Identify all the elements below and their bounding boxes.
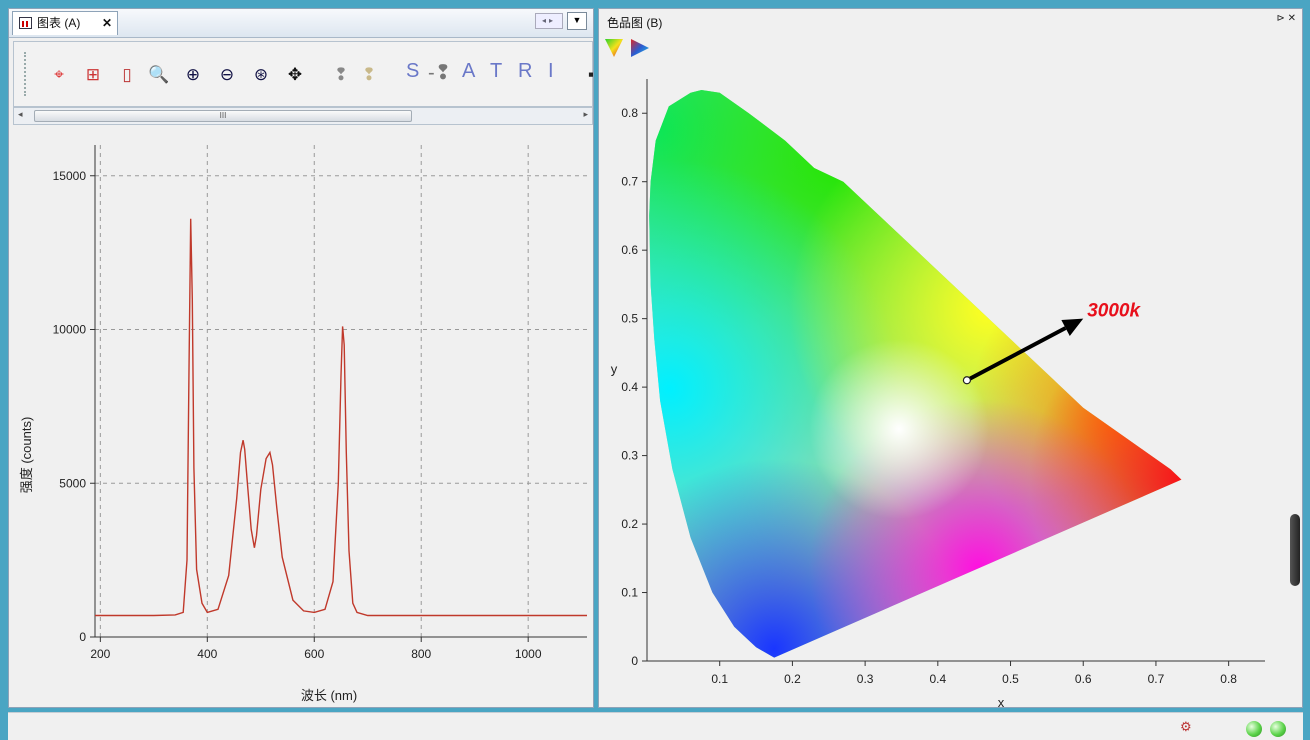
toolbar-letter-t[interactable]: T — [490, 60, 503, 82]
x-axis-label: x — [998, 695, 1005, 708]
y-axis-label: 强度 (counts) — [19, 417, 34, 494]
y-tick-label: 15000 — [53, 169, 87, 183]
scroll-thumb[interactable]: III — [34, 110, 412, 122]
chart-tab-icon — [19, 17, 32, 29]
bulb-light-icon[interactable]: ❢ — [361, 65, 377, 84]
x-tick-label: 1000 — [515, 647, 542, 661]
zoom-box-icon[interactable]: 🔍 — [148, 65, 170, 84]
vertical-scrollbar[interactable] — [1290, 514, 1300, 586]
y-tick-label: 0.5 — [621, 312, 638, 326]
zoom-reset-icon[interactable]: ⊛ — [253, 65, 269, 84]
toolbar-letter-i[interactable]: I — [548, 60, 554, 82]
chromaticity-gamut-fill — [649, 90, 1182, 658]
cie-chromaticity-chart: 0.1 0.2 0.3 0.4 0.5 0.6 0.7 0.8 0 0.1 0.2 0.3 0.4 0.5… — [611, 79, 1265, 708]
pan-icon[interactable]: ✥ — [287, 65, 303, 84]
y-tick-label: 0.6 — [621, 243, 638, 257]
x-axis-label: 波长 (nm) — [301, 688, 357, 703]
y-tick-label: 10000 — [53, 323, 87, 337]
network-icon[interactable]: ⚙ — [1180, 719, 1192, 734]
x-tick-label: 200 — [90, 647, 110, 661]
annotation-arrowhead — [1061, 318, 1084, 336]
toolbar-letter-s[interactable]: S — [406, 60, 420, 82]
chevron-down-icon[interactable]: ▼ — [567, 12, 587, 30]
toolbar-grip[interactable] — [24, 52, 28, 96]
toolbar-letter-a[interactable]: A — [462, 60, 476, 82]
status-led-2 — [1270, 721, 1286, 737]
x-tick-label: 0.7 — [1148, 672, 1165, 686]
y-axis-label: y — [611, 361, 618, 376]
x-tick-label: 0.3 — [857, 672, 874, 686]
fit-all-icon[interactable]: ⊞ — [85, 65, 101, 84]
status-bar: ⚙ — [8, 712, 1303, 740]
y-tick-label: 5000 — [59, 476, 86, 490]
x-tick-label: 0.8 — [1220, 672, 1237, 686]
y-tick-label: 0.2 — [621, 517, 638, 531]
zoom-in-icon[interactable]: ⊕ — [185, 65, 201, 84]
y-tick-label: 0 — [79, 630, 86, 644]
x-tick-label: 600 — [304, 647, 324, 661]
x-tick-label: 0.1 — [711, 672, 728, 686]
pane-title: 色品图 (B) — [607, 16, 663, 30]
spectrum-series-line — [95, 218, 587, 617]
crosshair-icon[interactable]: ⌖ — [54, 65, 64, 84]
y-tick-label: 0.1 — [621, 586, 638, 600]
status-led-1 — [1246, 721, 1262, 737]
tab-nav-buttons[interactable]: ◂▸ — [535, 13, 563, 29]
y-tick-label: 0.3 — [621, 449, 638, 463]
annotation-arrow — [965, 326, 1067, 383]
chromaticity-pane: 色品图 (B) ⊳ ✕ — [598, 8, 1303, 708]
chart-toolbar: ⌖ ⊞ ▯ 🔍 ⊕ ⊖ ⊛ ✥ ❢ ❢ S -❢ A T R I ▪ — [13, 41, 593, 107]
toolbar-letter-r[interactable]: R — [518, 60, 533, 82]
x-tick-label: 0.2 — [784, 672, 801, 686]
y-tick-label: 0 — [631, 654, 638, 668]
close-icon[interactable]: ✕ — [101, 16, 112, 30]
x-tick-label: 0.5 — [1002, 672, 1019, 686]
chart-pane: 图表 (A) ✕ ◂▸ ▼ ⌖ ⊞ ▯ 🔍 ⊕ ⊖ ⊛ ✥ ❢ ❢ S -❢ A… — [8, 8, 594, 708]
toolbar-scrollbar[interactable]: ◂ III ▸ — [13, 107, 593, 125]
x-tick-label: 800 — [411, 647, 431, 661]
tab-bar: 图表 (A) ✕ ◂▸ ▼ — [9, 9, 593, 38]
x-tick-label: 400 — [197, 647, 217, 661]
scroll-right-icon[interactable]: ▸ — [583, 109, 588, 119]
tab-chart[interactable]: 图表 (A) ✕ — [12, 11, 118, 35]
pin-icon[interactable]: -❢ — [428, 62, 452, 84]
x-tick-label: 0.4 — [929, 672, 946, 686]
save-icon[interactable]: ▪ — [587, 65, 594, 84]
x-tick-label: 0.6 — [1075, 672, 1092, 686]
y-tick-label: 0.7 — [621, 175, 638, 189]
tab-label: 图表 (A) — [37, 16, 81, 30]
zoom-out-icon[interactable]: ⊖ — [219, 65, 235, 84]
fit-vertical-icon[interactable]: ▯ — [122, 65, 132, 84]
pane-controls[interactable]: ⊳ ✕ — [1276, 13, 1296, 24]
y-tick-label: 0.4 — [621, 380, 638, 394]
cct-annotation: 3000k — [1087, 301, 1141, 322]
y-tick-label: 0.8 — [621, 106, 638, 120]
bulb-dark-icon[interactable]: ❢ — [333, 65, 349, 84]
scroll-left-icon[interactable]: ◂ — [18, 109, 23, 119]
chromaticity-point[interactable] — [962, 376, 972, 385]
